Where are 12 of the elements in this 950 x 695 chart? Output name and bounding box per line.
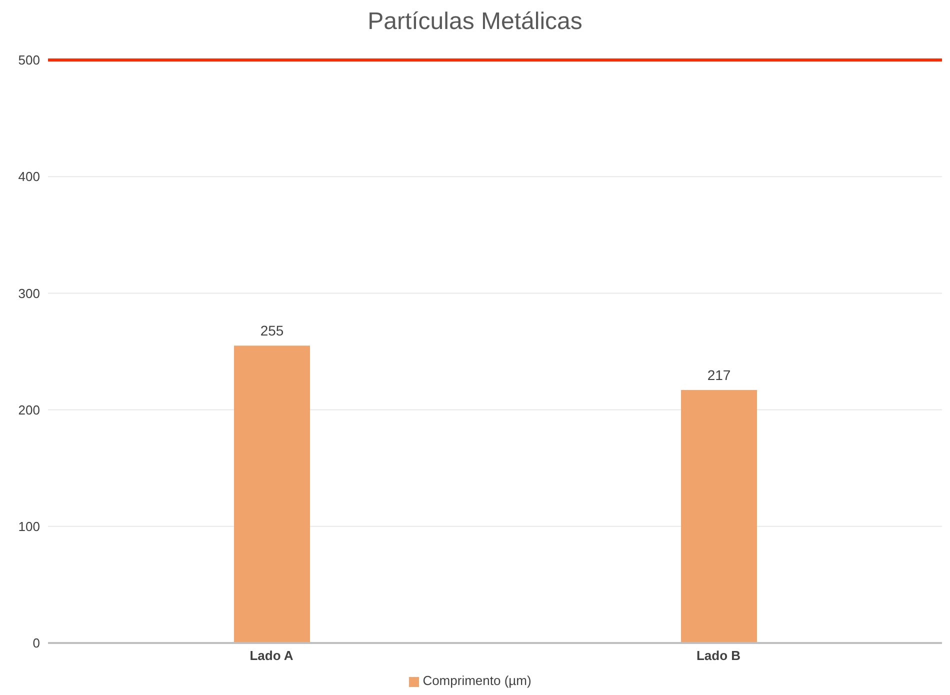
y-tick-label: 0 (32, 636, 40, 651)
x-tick-label: Lado B (696, 648, 741, 664)
y-tick-label: 500 (18, 52, 40, 68)
data-label: 255 (260, 322, 284, 339)
data-label: 217 (707, 366, 731, 383)
x-tick-label: Lado A (250, 648, 294, 664)
y-tick-label: 100 (18, 519, 40, 534)
y-tick-label: 300 (18, 286, 40, 301)
y-tick-label: 200 (18, 402, 40, 418)
chart-title: Partículas Metálicas (366, 8, 584, 37)
legend-label: Comprimento (µm) (422, 673, 532, 688)
y-tick-label: 400 (18, 169, 40, 184)
